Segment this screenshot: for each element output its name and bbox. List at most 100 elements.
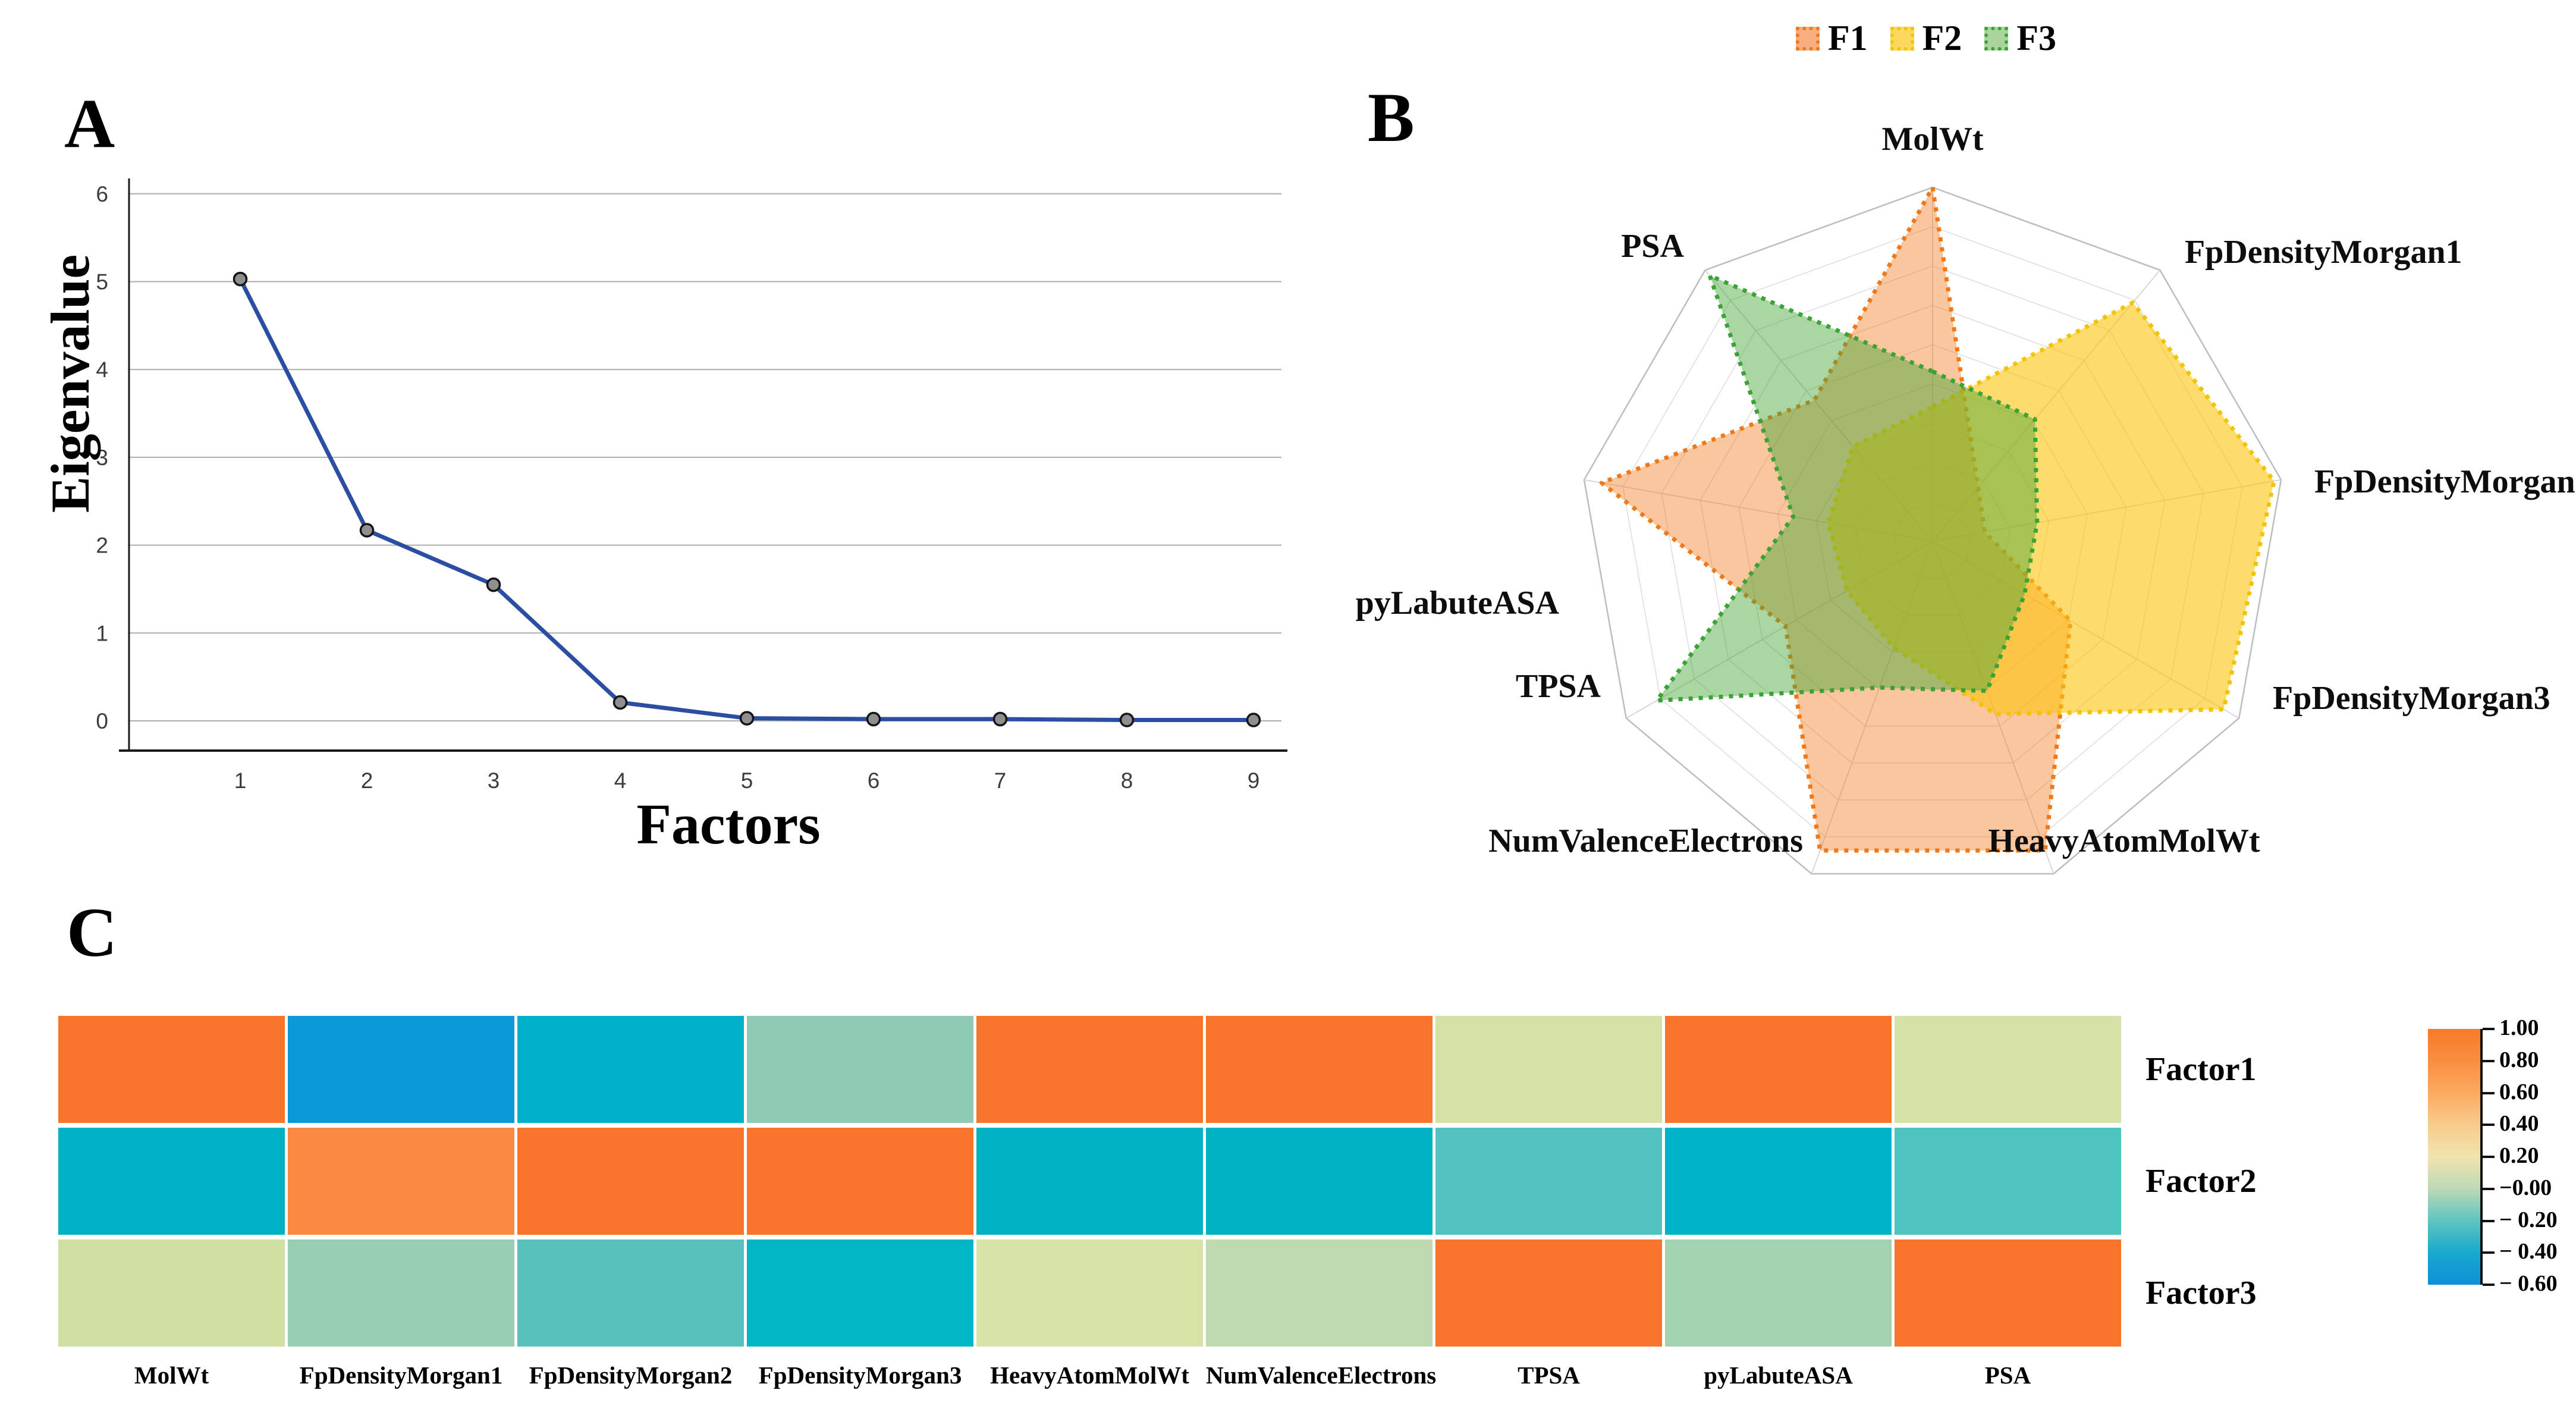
heatmap-column-label: FpDensityMorgan3 bbox=[758, 1361, 962, 1389]
data-point-marker bbox=[359, 523, 375, 538]
radar-axis-label: FpDensityMorgan3 bbox=[2273, 680, 2550, 717]
radar-axis-label: FpDensityMorgan1 bbox=[2185, 234, 2462, 271]
heatmap-cell bbox=[288, 1016, 514, 1123]
radar-axis-label: TPSA bbox=[1516, 668, 1601, 705]
y-tick-label: 2 bbox=[96, 534, 108, 558]
heatmap-column-label: FpDensityMorgan2 bbox=[529, 1361, 733, 1389]
loadings-heatmap bbox=[58, 1016, 2121, 1347]
legend-item-F2: F2 bbox=[1890, 18, 1962, 59]
heatmap-column-label: NumValenceElectrons bbox=[1206, 1361, 1437, 1389]
eigenvalue-line bbox=[238, 278, 1254, 723]
legend-series-label: F3 bbox=[2016, 18, 2056, 58]
panel-c-letter: C bbox=[67, 893, 118, 971]
factor-radar-chart: MolWt FpDensityMorgan1 FpDensityMorgan2 FpD… bbox=[1356, 121, 2576, 875]
heatmap-cell bbox=[1206, 1128, 1432, 1235]
colorbar-tick-mark bbox=[2483, 1028, 2495, 1030]
heatmap-cell bbox=[747, 1240, 973, 1347]
radar-grid-ring bbox=[1583, 186, 2282, 875]
colorbar-tick-label: −0.00 bbox=[2499, 1175, 2552, 1200]
x-tick-label: 1 bbox=[234, 768, 247, 793]
panel-b-letter: B bbox=[1368, 79, 1415, 156]
heatmap-cell bbox=[288, 1128, 514, 1235]
heatmap-column-labels: MolWt FpDensityMorgan1 FpDensityMorgan2 FpD… bbox=[58, 1361, 2121, 1389]
y-tick-label: 4 bbox=[96, 357, 108, 382]
heatmap-cell bbox=[517, 1240, 744, 1347]
heatmap-cell bbox=[288, 1240, 514, 1347]
legend-swatch-icon bbox=[1984, 26, 2009, 51]
data-point-marker bbox=[233, 271, 248, 287]
colorbar-tick-label: 0.60 bbox=[2499, 1079, 2539, 1105]
radar-axis-label: pyLabuteASA bbox=[1356, 585, 1560, 622]
colorbar bbox=[2428, 1029, 2483, 1285]
heatmap-cell bbox=[1206, 1240, 1432, 1347]
heatmap-cell bbox=[1435, 1240, 1662, 1347]
x-tick-label: 7 bbox=[994, 768, 1007, 793]
heatmap-cell bbox=[517, 1016, 744, 1123]
x-tick-label: 6 bbox=[868, 768, 880, 793]
heatmap-cell bbox=[517, 1128, 744, 1235]
heatmap-column-label: TPSA bbox=[1518, 1361, 1580, 1389]
radar-axis-label: HeavyAtomMolWt bbox=[1988, 823, 2260, 859]
colorbar-tick-mark bbox=[2483, 1091, 2495, 1094]
heatmap-cell bbox=[58, 1128, 285, 1235]
colorbar-tick-mark bbox=[2483, 1059, 2495, 1062]
y-tick-label: 6 bbox=[96, 182, 108, 206]
heatmap-row-label: Factor1 bbox=[2145, 1051, 2257, 1088]
legend-swatch-icon bbox=[1796, 26, 1820, 51]
colorbar-tick-mark bbox=[2483, 1156, 2495, 1158]
legend-series-label: F2 bbox=[1922, 18, 1962, 58]
y-tick-label: 0 bbox=[96, 709, 108, 733]
x-tick-label: 4 bbox=[614, 768, 627, 793]
heatmap-column-label: PSA bbox=[1984, 1361, 2031, 1389]
heatmap-column-label: FpDensityMorgan1 bbox=[299, 1361, 503, 1389]
radar-axis-label: MolWt bbox=[1881, 121, 1983, 158]
heatmap-cell bbox=[1895, 1016, 2121, 1123]
data-point-marker bbox=[866, 711, 881, 727]
x-axis-title: Factors bbox=[636, 792, 821, 856]
colorbar-tick-mark bbox=[2483, 1284, 2495, 1286]
x-tick-label: 9 bbox=[1248, 768, 1260, 793]
colorbar-tick-label: − 0.20 bbox=[2499, 1207, 2558, 1232]
heatmap-cell bbox=[1665, 1240, 1892, 1347]
colorbar-tick-label: − 0.60 bbox=[2499, 1271, 2558, 1296]
heatmap-cell bbox=[58, 1016, 285, 1123]
data-point-marker bbox=[612, 695, 628, 710]
heatmap-row-labels: Factor1 Factor2 Factor3 bbox=[2145, 1016, 2257, 1351]
x-tick-label: 3 bbox=[488, 768, 500, 793]
colorbar-tick-mark bbox=[2483, 1187, 2495, 1190]
colorbar-tick-mark bbox=[2483, 1251, 2495, 1254]
heatmap-cell bbox=[747, 1128, 973, 1235]
legend-series-label: F1 bbox=[1828, 18, 1868, 58]
heatmap-column-label: HeavyAtomMolWt bbox=[990, 1361, 1189, 1389]
heatmap-cell bbox=[1435, 1016, 1662, 1123]
heatmap-column-label: pyLabuteASA bbox=[1704, 1361, 1853, 1389]
data-point-marker bbox=[739, 711, 755, 726]
heatmap-cell bbox=[976, 1016, 1203, 1123]
colorbar-tick-mark bbox=[2483, 1124, 2495, 1127]
heatmap-cell bbox=[976, 1128, 1203, 1235]
radar-axis-label: PSA bbox=[1621, 228, 1684, 265]
radar-axis-label: FpDensityMorgan2 bbox=[2314, 463, 2576, 500]
heatmap-cell bbox=[976, 1240, 1203, 1347]
colorbar-tick-label: 1.00 bbox=[2499, 1015, 2539, 1040]
panel-a-letter: A bbox=[64, 84, 115, 162]
legend-item-F3: F3 bbox=[1984, 18, 2056, 59]
colorbar-tick-mark bbox=[2483, 1219, 2495, 1222]
heatmap-cell bbox=[1206, 1016, 1432, 1123]
data-point-marker bbox=[992, 711, 1008, 727]
x-tick-label: 5 bbox=[741, 768, 753, 793]
heatmap-cell bbox=[1895, 1240, 2121, 1347]
heatmap-column-label: MolWt bbox=[134, 1361, 209, 1389]
y-tick-label: 5 bbox=[96, 270, 108, 294]
radar-axis-label: NumValenceElectrons bbox=[1488, 823, 1803, 859]
x-tick-label: 8 bbox=[1121, 768, 1133, 793]
colorbar-tick-label: 0.40 bbox=[2499, 1111, 2539, 1137]
radar-series-F3 bbox=[1654, 273, 2040, 703]
colorbar-tick-label: 0.80 bbox=[2499, 1047, 2539, 1072]
radar-legend: F1 F2 F3 bbox=[1796, 18, 2056, 59]
radar-series-F2 bbox=[1826, 300, 2276, 717]
y-tick-label: 1 bbox=[96, 621, 108, 645]
heatmap-cell bbox=[1435, 1128, 1662, 1235]
data-point-marker bbox=[1119, 713, 1135, 727]
